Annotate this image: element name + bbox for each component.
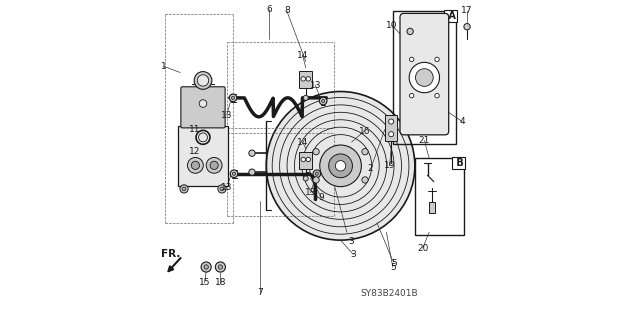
Circle shape [199,100,207,107]
Circle shape [230,170,238,178]
Circle shape [435,93,439,98]
Text: 16: 16 [358,127,370,136]
Text: 5: 5 [392,259,397,268]
Circle shape [306,157,310,162]
Circle shape [197,75,209,86]
Circle shape [266,92,415,240]
Text: 13: 13 [305,188,316,197]
Text: A: A [445,11,456,21]
Circle shape [362,149,368,155]
Circle shape [329,154,353,178]
Circle shape [306,77,310,81]
Bar [300,71,312,88]
Circle shape [180,185,188,193]
Text: 6: 6 [266,5,272,14]
Circle shape [388,119,394,124]
Circle shape [218,185,226,193]
Circle shape [415,69,433,86]
Text: 20: 20 [417,243,428,253]
Circle shape [210,161,218,169]
Circle shape [313,177,319,183]
Circle shape [303,176,308,181]
FancyBboxPatch shape [178,126,228,186]
Text: 12: 12 [189,147,201,156]
Circle shape [321,100,324,103]
Bar [393,11,456,144]
Circle shape [464,24,470,30]
Text: 15: 15 [199,278,211,287]
Text: 3: 3 [350,250,356,259]
Circle shape [194,71,212,89]
Circle shape [435,57,439,62]
Text: 14: 14 [297,51,308,60]
Circle shape [301,77,305,81]
Circle shape [407,28,413,34]
Text: 11: 11 [189,125,201,134]
Text: 14: 14 [297,137,308,147]
Circle shape [410,93,414,98]
Circle shape [218,265,223,269]
Circle shape [319,97,327,105]
Circle shape [188,158,204,173]
Text: 17: 17 [461,6,473,15]
Text: 18: 18 [214,278,226,287]
Text: 1: 1 [161,62,166,71]
FancyBboxPatch shape [181,87,225,128]
Text: 10: 10 [387,21,398,30]
Text: SY83B2401B: SY83B2401B [361,289,419,298]
Text: 13: 13 [310,81,321,90]
Circle shape [335,161,346,171]
Circle shape [303,95,308,100]
Circle shape [409,62,440,93]
Circle shape [410,57,414,62]
Circle shape [201,262,211,272]
Circle shape [249,150,255,156]
Text: 3: 3 [349,237,355,246]
Bar [385,115,397,141]
Text: 13: 13 [221,183,232,192]
Circle shape [301,157,305,162]
Circle shape [220,187,224,191]
Text: 8: 8 [284,6,290,15]
Text: 2: 2 [368,165,373,174]
Bar [300,152,312,169]
FancyBboxPatch shape [400,13,449,135]
Text: 7: 7 [257,288,263,297]
Text: B: B [453,158,464,168]
Text: 13: 13 [221,111,232,120]
Circle shape [182,187,186,191]
Circle shape [313,149,319,155]
Circle shape [232,172,236,175]
Circle shape [313,170,321,178]
Text: FR.: FR. [161,249,180,259]
Circle shape [206,158,222,173]
Circle shape [388,132,394,137]
Circle shape [316,172,319,175]
Text: 21: 21 [419,136,430,145]
Bar [429,202,435,213]
Circle shape [320,145,362,187]
Bar [415,158,464,235]
Text: 5: 5 [390,263,396,271]
Text: 9: 9 [319,193,324,202]
Circle shape [249,169,255,175]
Text: 19: 19 [384,161,396,170]
Circle shape [191,161,200,169]
Circle shape [215,262,225,272]
Text: 4: 4 [460,117,465,126]
Circle shape [204,265,209,269]
Circle shape [362,177,368,183]
Circle shape [232,96,235,100]
Circle shape [229,94,237,102]
